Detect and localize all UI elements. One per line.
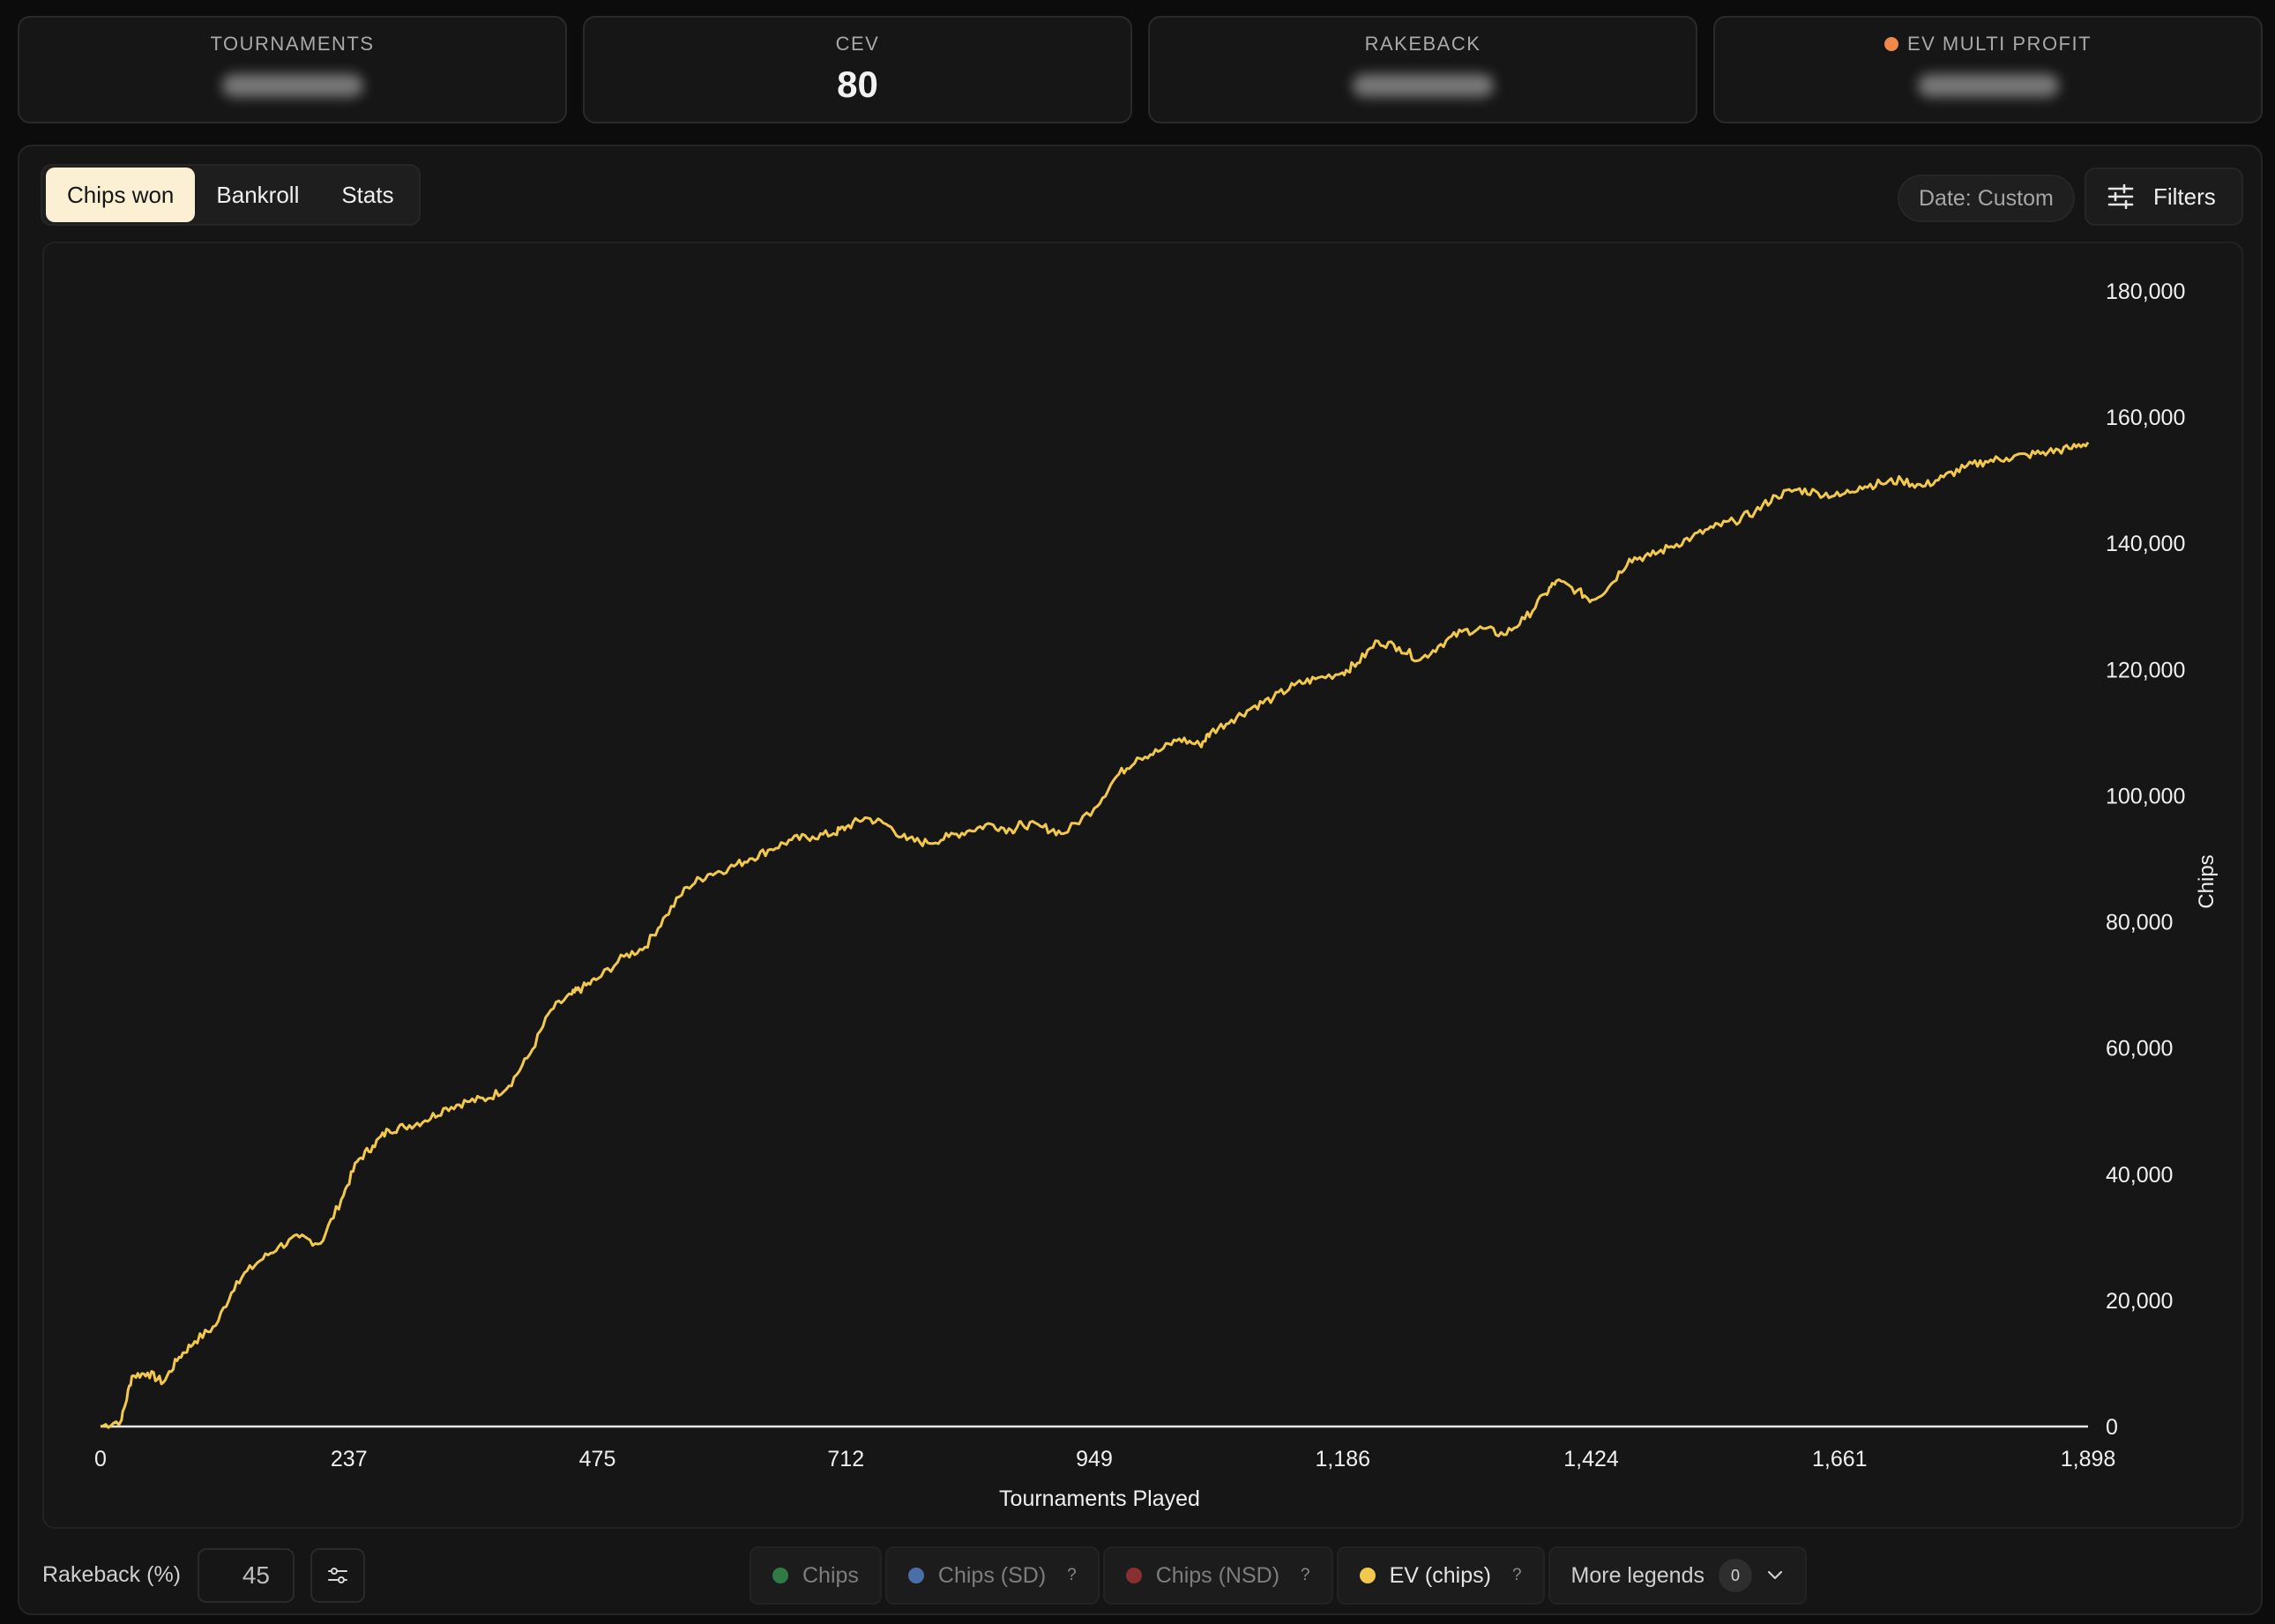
tab-stats[interactable]: Stats (341, 181, 394, 208)
chevron-down-icon (1767, 1570, 1783, 1580)
x-tick-label: 237 (331, 1447, 368, 1471)
date-filter-button[interactable]: Date: Custom (1898, 175, 2075, 222)
legend-bar: Chips Chips (SD) ? Chips (NSD) ? EV (chi… (750, 1546, 1807, 1605)
legend-chips-sd[interactable]: Chips (SD) ? (884, 1546, 1100, 1605)
stat-value-hidden (221, 74, 363, 97)
y-axis: 0 20,000 40,000 60,000 80,000 100,000 120,000 1… (2106, 279, 2185, 1440)
legend-ev-chips[interactable]: EV (chips) ? (1336, 1546, 1545, 1605)
chart-panel: Chips won Bankroll Stats Date: Custom Fi… (18, 145, 2263, 1615)
y-axis-title: Chips (2195, 854, 2219, 908)
y-tick-label: 60,000 (2106, 1037, 2173, 1062)
legend-dot-icon (1125, 1568, 1142, 1583)
x-tick-label: 475 (579, 1447, 616, 1471)
tab-chips-won[interactable]: Chips won (46, 168, 196, 222)
y-tick-label: 0 (2106, 1415, 2118, 1440)
stat-value: 80 (837, 63, 878, 105)
x-tick-label: 1,186 (1315, 1447, 1370, 1471)
rakeback-input[interactable] (198, 1548, 295, 1603)
stat-card-ev-multi-profit: EV MULTI PROFIT (1713, 16, 2263, 123)
tab-bankroll[interactable]: Bankroll (216, 181, 300, 208)
status-dot-icon (1883, 37, 1898, 51)
legend-dot-icon (1359, 1568, 1376, 1583)
tab-group: Chips won Bankroll Stats (41, 164, 421, 226)
help-icon[interactable]: ? (1067, 1566, 1077, 1584)
rakeback-settings-button[interactable] (310, 1548, 365, 1603)
filters-label: Filters (2153, 183, 2216, 210)
more-legends-label: More legends (1570, 1562, 1704, 1588)
y-tick-label: 80,000 (2106, 911, 2173, 935)
stat-label: RAKEBACK (1364, 33, 1481, 55)
help-icon[interactable]: ? (1511, 1566, 1522, 1584)
stats-row: TOURNAMENTS CEV 80 RAKEBACK EV MULTI PRO… (18, 16, 2263, 123)
legend-label: Chips (NSD) (1155, 1562, 1280, 1588)
more-legends-dropdown[interactable]: More legends 0 (1548, 1546, 1807, 1605)
x-tick-label: 949 (1076, 1447, 1113, 1471)
stat-label-with-indicator: EV MULTI PROFIT (1883, 32, 2092, 56)
legend-label: Chips (SD) (937, 1562, 1047, 1588)
help-icon[interactable]: ? (1301, 1566, 1310, 1584)
y-tick-label: 20,000 (2106, 1289, 2173, 1314)
stat-label: CEV (835, 33, 880, 55)
x-tick-label: 1,424 (1563, 1447, 1619, 1471)
more-legends-count-badge: 0 (1719, 1559, 1752, 1592)
series-line-ev-chips (100, 441, 2090, 1429)
stat-card-tournaments: TOURNAMENTS (18, 16, 567, 123)
legend-dot-icon (772, 1568, 788, 1583)
legend-chips[interactable]: Chips (750, 1546, 882, 1605)
y-tick-label: 120,000 (2106, 658, 2185, 682)
chart-container: 0 20,000 40,000 60,000 80,000 100,000 120,000 1… (42, 242, 2243, 1529)
y-tick-label: 100,000 (2106, 784, 2185, 808)
legend-label: EV (chips) (1389, 1562, 1491, 1588)
legend-label: Chips (802, 1562, 859, 1588)
x-tick-label: 0 (94, 1447, 107, 1471)
x-tick-label: 712 (827, 1447, 864, 1471)
y-tick-label: 160,000 (2106, 406, 2185, 430)
y-tick-label: 140,000 (2106, 532, 2185, 556)
adjustments-icon (328, 1568, 347, 1583)
stat-value-hidden (1917, 74, 2059, 97)
stat-card-rakeback: RAKEBACK (1148, 16, 1697, 123)
y-tick-label: 180,000 (2106, 279, 2185, 304)
rakeback-label: Rakeback (%) (42, 1562, 181, 1587)
legend-dot-icon (907, 1568, 924, 1583)
stat-label: EV MULTI PROFIT (1906, 33, 2092, 55)
x-axis-title: Tournaments Played (999, 1486, 1200, 1511)
sliders-icon (2107, 184, 2134, 209)
chips-won-chart: 0 20,000 40,000 60,000 80,000 100,000 120,000 1… (94, 279, 2219, 1511)
stat-card-cev: CEV 80 (583, 16, 1132, 123)
legend-chips-nsd[interactable]: Chips (NSD) ? (1102, 1546, 1333, 1605)
stat-value-hidden (1352, 74, 1494, 97)
x-tick-label: 1,898 (2061, 1447, 2116, 1471)
filters-button[interactable]: Filters (2085, 168, 2243, 226)
stat-label: TOURNAMENTS (210, 33, 375, 55)
x-axis: 0 237 475 712 949 1,186 1,424 1,661 1,898 (94, 1447, 2115, 1471)
y-tick-label: 40,000 (2106, 1163, 2173, 1188)
x-tick-label: 1,661 (1812, 1447, 1868, 1471)
